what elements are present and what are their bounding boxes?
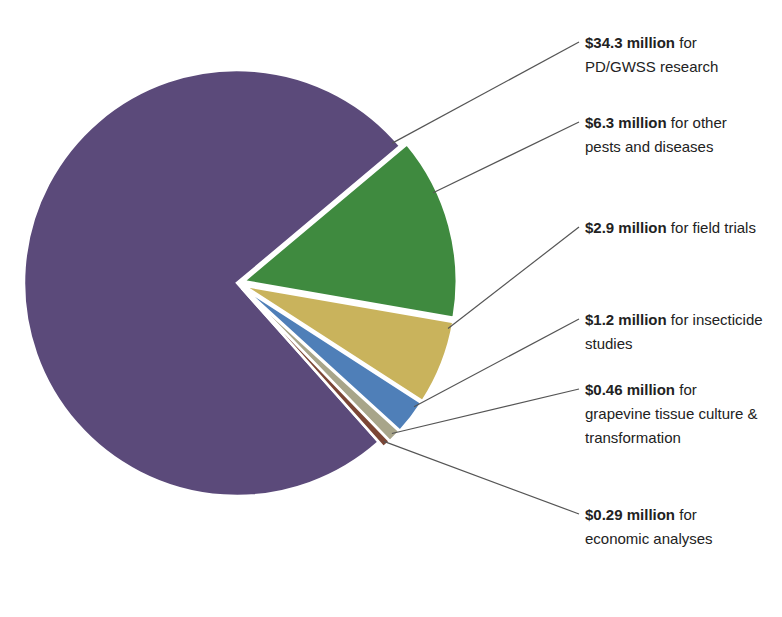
leader-line (392, 42, 579, 143)
pie-slice (242, 288, 399, 441)
labels: $34.3 million for PD/GWSS research $6.3 mi… (384, 34, 763, 547)
data-label: PD/GWSS research (585, 58, 718, 75)
pie-slice (242, 288, 390, 447)
data-label: $0.46 million for (585, 381, 697, 398)
leader-line (392, 389, 579, 434)
data-label: pests and diseases (585, 138, 713, 155)
leader-line (384, 441, 579, 514)
data-label: economic analyses (585, 530, 713, 547)
data-label: $34.3 million for (585, 34, 697, 51)
chart: $34.3 million for PD/GWSS research $6.3 mi… (0, 0, 782, 617)
data-label: $0.29 million for (585, 506, 697, 523)
data-label: transformation (585, 429, 681, 446)
data-label: grapevine tissue culture & (585, 405, 758, 422)
leader-line (414, 319, 579, 407)
pie (24, 70, 457, 496)
leader-line (433, 122, 579, 193)
data-label: studies (585, 335, 633, 352)
data-label: $6.3 million for other (585, 114, 727, 131)
data-label: $1.2 million for insecticide (585, 311, 763, 328)
pie-slice (243, 287, 422, 431)
leader-line (448, 227, 579, 329)
data-label: $2.9 million for field trials (585, 219, 756, 236)
